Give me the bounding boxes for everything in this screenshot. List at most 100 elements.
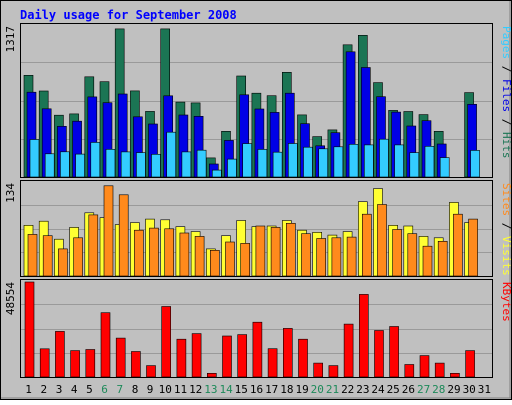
bar-pages-day-10 [166, 131, 176, 178]
panel-visits-sites-legend: Sites / Visits [500, 183, 512, 276]
bar-pages-day-25 [394, 144, 404, 178]
x-label-day-8: 8 [132, 383, 139, 396]
bar-pages-day-2 [44, 153, 55, 178]
legend-part: KBytes [500, 282, 512, 322]
x-label-day-27: 27 [417, 383, 430, 396]
bar-kbytes-day-1 [24, 281, 35, 378]
bar-pages-day-21 [333, 146, 344, 178]
bar-kbytes-day-25 [389, 326, 399, 378]
bar-sites-day-18 [285, 223, 296, 277]
bar-pages-day-24 [379, 138, 389, 178]
bar-pages-day-15 [242, 143, 252, 178]
bar-kbytes-day-26 [404, 364, 415, 378]
bar-kbytes-day-14 [222, 335, 232, 378]
bar-pages-day-8 [136, 152, 146, 178]
bar-kbytes-day-20 [313, 362, 324, 378]
panel-hits-files-pages-ymax: 1317 [4, 26, 17, 53]
bar-kbytes-day-15 [237, 334, 247, 378]
bar-sites-day-24 [377, 204, 387, 277]
legend-part: Pages [500, 26, 512, 59]
legend-part: / [500, 59, 512, 79]
bar-sites-day-17 [270, 227, 281, 277]
bar-pages-day-16 [257, 149, 268, 178]
x-label-day-15: 15 [235, 383, 248, 396]
bar-sites-day-26 [407, 233, 418, 277]
bar-pages-day-26 [409, 152, 420, 178]
bar-sites-day-13 [210, 250, 220, 277]
bar-pages-day-12 [196, 149, 207, 178]
bar-sites-day-10 [164, 228, 174, 277]
bar-pages-day-11 [181, 151, 192, 178]
bar-pages-day-3 [60, 151, 70, 178]
bar-kbytes-day-8 [131, 351, 141, 378]
x-label-day-4: 4 [71, 383, 78, 396]
bar-pages-day-13 [212, 169, 222, 178]
bar-sites-day-16 [255, 225, 266, 277]
bar-sites-day-4 [73, 237, 83, 277]
legend-part: Sites [500, 183, 512, 216]
x-label-day-2: 2 [40, 383, 47, 396]
bar-pages-day-27 [424, 146, 435, 178]
x-label-day-6: 6 [101, 383, 108, 396]
bar-sites-day-25 [392, 229, 402, 277]
bar-kbytes-day-30 [465, 350, 475, 378]
bar-kbytes-day-2 [39, 348, 50, 378]
panel-kbytes-legend: KBytes [500, 282, 512, 322]
bar-sites-day-6 [103, 185, 114, 277]
x-label-day-24: 24 [371, 383, 385, 396]
bar-pages-day-9 [151, 154, 161, 178]
bar-sites-day-2 [42, 235, 53, 277]
x-label-day-11: 11 [174, 383, 187, 396]
bar-pages-day-30 [470, 150, 480, 178]
bar-kbytes-day-18 [282, 328, 293, 378]
bar-pages-day-5 [90, 142, 101, 178]
legend-part: Hits [500, 132, 512, 159]
bar-sites-day-30 [468, 218, 478, 277]
x-label-day-21: 21 [326, 383, 339, 396]
x-label-day-13: 13 [204, 383, 217, 396]
chart-title: Daily usage for September 2008 [20, 8, 237, 22]
panel-hits-files-pages-legend: Pages / Files / Hits [500, 26, 512, 159]
x-label-day-29: 29 [447, 383, 460, 396]
x-label-day-19: 19 [295, 383, 308, 396]
bar-kbytes-day-29 [450, 372, 460, 378]
x-label-day-18: 18 [280, 383, 293, 396]
legend-part: Files [500, 79, 512, 112]
bar-kbytes-day-13 [207, 372, 217, 378]
bar-sites-day-8 [134, 229, 144, 277]
bar-kbytes-day-22 [343, 323, 354, 378]
bar-pages-day-14 [227, 158, 237, 178]
bar-kbytes-day-23 [358, 294, 369, 378]
bar-kbytes-day-27 [419, 355, 430, 378]
bar-kbytes-day-6 [100, 312, 111, 378]
bar-sites-day-28 [437, 241, 448, 277]
legend-part: / [500, 216, 512, 236]
x-label-day-10: 10 [159, 383, 172, 396]
bar-sites-day-14 [225, 241, 235, 277]
bar-pages-day-23 [363, 144, 374, 178]
x-label-day-28: 28 [432, 383, 445, 396]
bar-pages-day-20 [318, 148, 329, 178]
bar-sites-day-7 [118, 194, 129, 277]
bar-pages-day-4 [75, 153, 85, 178]
bar-sites-day-12 [194, 236, 205, 277]
bar-sites-day-15 [240, 243, 250, 277]
bar-sites-day-23 [361, 213, 372, 277]
bar-kbytes-day-11 [176, 338, 187, 378]
bar-sites-day-21 [331, 237, 342, 277]
bar-sites-day-27 [422, 245, 433, 277]
bar-kbytes-day-10 [161, 306, 171, 378]
legend-part: Visits [500, 236, 512, 276]
bar-sites-day-1 [27, 234, 38, 277]
bar-pages-day-22 [348, 144, 359, 178]
bar-kbytes-day-4 [70, 350, 80, 378]
bar-sites-day-19 [301, 233, 311, 277]
x-axis-day-labels: 1 2 3 4 5 6 7 8 9 10 11 12 13 14 15 16 17 18 19 20 21 22 23 24 2… [25, 383, 491, 396]
bar-pages-day-19 [303, 146, 313, 178]
x-label-day-3: 3 [56, 383, 63, 396]
bar-kbytes-day-17 [267, 348, 278, 378]
bar-pages-day-18 [287, 143, 298, 178]
bar-kbytes-day-21 [328, 365, 339, 378]
